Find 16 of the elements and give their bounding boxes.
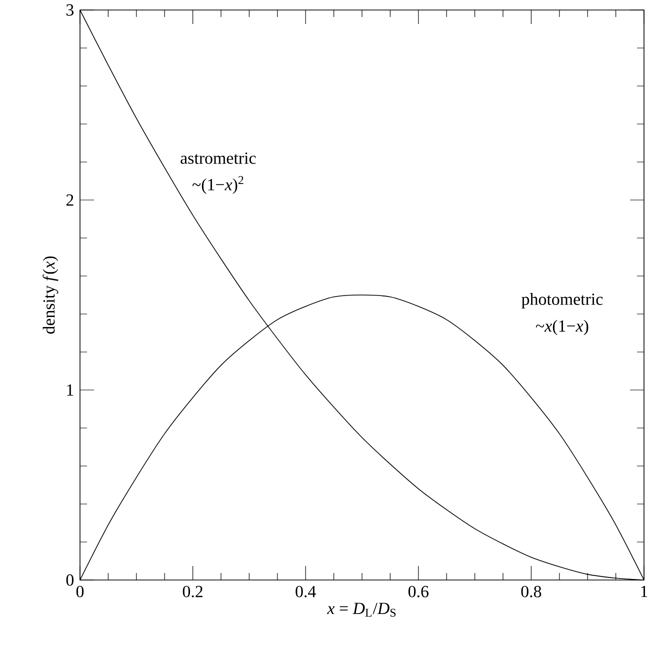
- y-tick-label: 3: [66, 4, 74, 16]
- x-tick-label: 0: [76, 586, 84, 598]
- x-tick-label: 0.8: [521, 586, 542, 598]
- y-tick-label: 0: [66, 574, 74, 586]
- y-tick-label: 1: [67, 384, 74, 396]
- annotation: ~x(1−x): [536, 320, 588, 336]
- y-axis-title: density f(x): [42, 256, 58, 334]
- annotation: photometric: [522, 293, 603, 308]
- annotation: astrometric: [180, 152, 256, 164]
- annotation: ~(1−x)$^{2}$: [192, 176, 244, 194]
- y-tick-label: 2: [66, 194, 74, 206]
- x-axis-title: x = D$_{L}$/D$_{S}$: [327, 602, 396, 617]
- x-tick-label: 0.2: [182, 586, 202, 598]
- x-tick-label: 0.6: [408, 586, 428, 598]
- x-tick-label: 0.4: [296, 586, 316, 598]
- x-tick-label: 1: [641, 586, 648, 598]
